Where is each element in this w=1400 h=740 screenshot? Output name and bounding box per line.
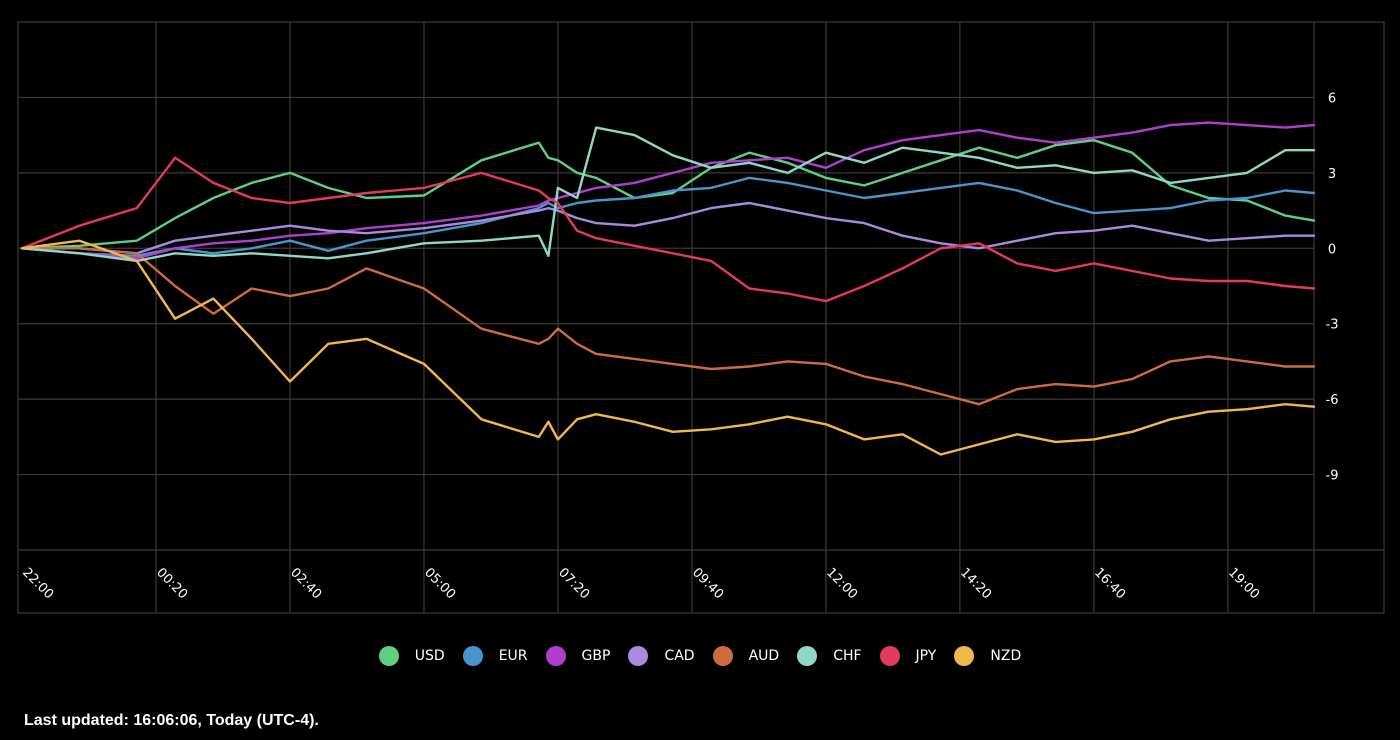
x-tick-label: 12:00 bbox=[823, 565, 860, 602]
x-tick-label: 07:20 bbox=[555, 565, 592, 602]
y-tick-label: -3 bbox=[1326, 318, 1339, 333]
x-tick-label: 22:00 bbox=[19, 565, 56, 602]
series-lines bbox=[20, 121, 1316, 456]
grid bbox=[17, 21, 1385, 614]
y-tick-label: -6 bbox=[1326, 393, 1339, 408]
series-line-aud bbox=[20, 247, 1316, 406]
legend-item-nzd[interactable]: NZD bbox=[954, 646, 1021, 666]
series-line-jpy bbox=[20, 156, 1316, 303]
legend: USD EUR GBP CAD AUD CHF JPY NZD bbox=[0, 646, 1400, 666]
legend-label: CHF bbox=[833, 648, 862, 664]
legend-item-chf[interactable]: CHF bbox=[797, 646, 862, 666]
y-tick-label: 6 bbox=[1328, 91, 1336, 106]
series-line-cad bbox=[20, 201, 1316, 255]
series-line-eur bbox=[20, 176, 1316, 258]
x-tick-label: 02:40 bbox=[287, 565, 324, 602]
x-tick-label: 09:40 bbox=[689, 565, 726, 602]
legend-label: AUD bbox=[748, 648, 780, 664]
legend-item-eur[interactable]: EUR bbox=[462, 646, 528, 666]
y-axis-ticks: 6 3 0 -3 -6 -9 bbox=[1326, 91, 1339, 483]
plot-border bbox=[17, 21, 1385, 614]
fx-strength-chart: 6 3 0 -3 -6 -9 22:00 00:20 02:40 05:00 07:20 09:40… bbox=[17, 21, 1385, 614]
legend-swatch bbox=[712, 646, 733, 666]
x-tick-label: 00:20 bbox=[153, 565, 190, 602]
y-tick-label: 3 bbox=[1328, 167, 1336, 182]
series-line-chf bbox=[20, 126, 1316, 263]
x-tick-label: 19:00 bbox=[1225, 565, 1262, 602]
x-axis-ticks: 22:00 00:20 02:40 05:00 07:20 09:40 12:00 14:20… bbox=[19, 565, 1262, 602]
series-line-nzd bbox=[20, 239, 1316, 456]
legend-item-cad[interactable]: CAD bbox=[628, 646, 695, 666]
y-tick-label: -9 bbox=[1326, 469, 1339, 484]
legend-swatch bbox=[378, 646, 399, 666]
x-tick-label: 16:40 bbox=[1091, 565, 1128, 602]
legend-swatch bbox=[545, 646, 566, 666]
legend-swatch bbox=[628, 646, 649, 666]
legend-swatch bbox=[954, 646, 975, 666]
legend-label: NZD bbox=[990, 648, 1022, 664]
legend-label: GBP bbox=[581, 648, 611, 664]
legend-label: EUR bbox=[498, 648, 528, 664]
x-tick-label: 14:20 bbox=[957, 565, 994, 602]
legend-item-aud[interactable]: AUD bbox=[712, 646, 780, 666]
legend-item-gbp[interactable]: GBP bbox=[545, 646, 611, 666]
legend-swatch bbox=[879, 646, 900, 666]
last-updated-text: Last updated: 16:06:06, Today (UTC-4). bbox=[24, 712, 319, 729]
series-line-usd bbox=[20, 138, 1316, 250]
series-line-gbp bbox=[20, 121, 1316, 260]
legend-swatch bbox=[462, 646, 483, 666]
legend-label: USD bbox=[414, 648, 445, 664]
legend-label: JPY bbox=[915, 648, 937, 664]
y-tick-label: 0 bbox=[1328, 242, 1336, 257]
legend-label: CAD bbox=[664, 648, 695, 664]
x-tick-label: 05:00 bbox=[421, 565, 458, 602]
legend-item-jpy[interactable]: JPY bbox=[879, 646, 937, 666]
legend-swatch bbox=[797, 646, 818, 666]
legend-item-usd[interactable]: USD bbox=[378, 646, 445, 666]
